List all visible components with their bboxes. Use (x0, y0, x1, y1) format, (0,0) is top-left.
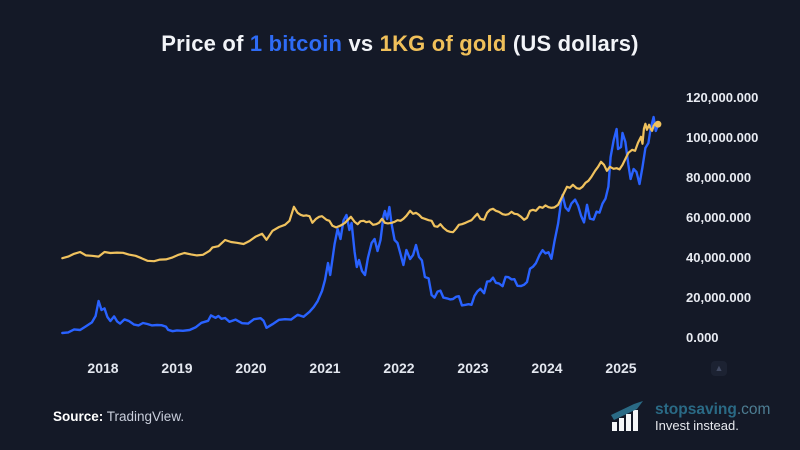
title-pre: Price of (161, 31, 250, 56)
source-label: Source: (53, 409, 104, 424)
x-tick-2024: 2024 (531, 360, 563, 376)
y-tick-100000: 100,000.000 (686, 130, 759, 145)
source-value: TradingView. (103, 409, 185, 424)
y-tick-20000: 20,000.000 (686, 290, 752, 305)
x-tick-2025: 2025 (605, 360, 637, 376)
scroll-to-recent-button[interactable]: ▲ (711, 361, 727, 376)
title-gold: 1KG of gold (379, 31, 507, 56)
bitcoin-price-usd-line (61, 115, 660, 335)
chart-title: Price of 1 bitcoin vs 1KG of gold (US do… (0, 31, 800, 57)
chevron-up-icon: ▲ (714, 363, 724, 373)
x-tick-2022: 2022 (383, 360, 415, 376)
title-post: (US dollars) (506, 31, 639, 56)
y-tick-40000: 40,000.000 (686, 250, 752, 265)
brand-tagline: Invest instead. (655, 418, 739, 433)
bar-chart-growth-icon (610, 401, 646, 440)
x-tick-2023: 2023 (457, 360, 489, 376)
x-tick-2018: 2018 (87, 360, 119, 376)
x-tick-2021: 2021 (309, 360, 341, 376)
y-tick-120000: 120,000.000 (686, 90, 759, 105)
brand-name: stopsaving (655, 401, 737, 418)
source-note: Source: TradingView. (53, 409, 184, 424)
y-tick-80000: 80,000.000 (686, 170, 752, 185)
title-bitcoin: 1 bitcoin (249, 31, 343, 56)
x-tick-2019: 2019 (161, 360, 193, 376)
title-vs: vs (342, 31, 380, 56)
brand-name-line: stopsaving.com (655, 401, 770, 418)
gold-1kg-price-usd-last-price-dot (654, 120, 662, 128)
x-tick-2020: 2020 (235, 360, 267, 376)
y-tick-60000: 60,000.000 (686, 210, 752, 225)
y-tick-0: 0.000 (686, 330, 719, 345)
brand-tld: .com (736, 401, 771, 418)
brand-logo[interactable]: stopsaving.com Invest instead. (610, 401, 770, 440)
gold-1kg-price-usd-line (61, 122, 660, 263)
